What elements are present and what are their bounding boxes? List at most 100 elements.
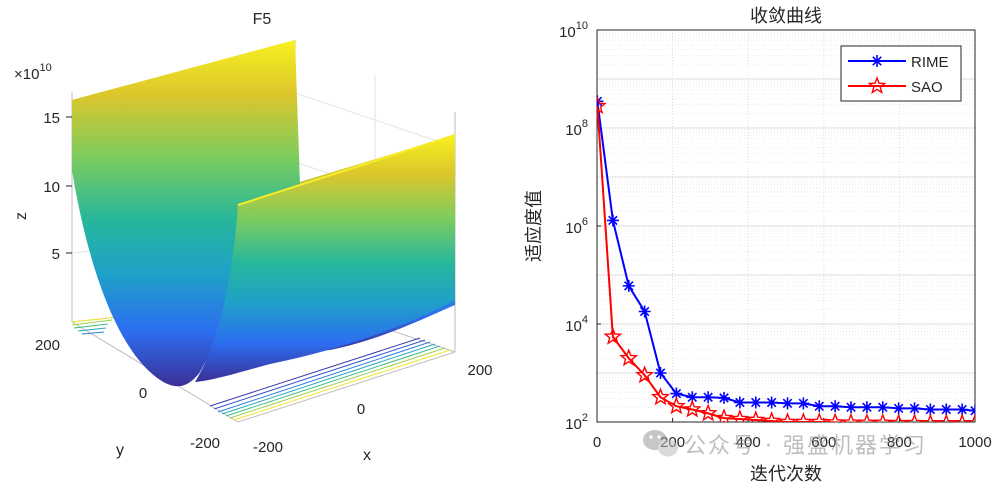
surface-right-wall (195, 135, 455, 382)
surface-front (72, 40, 300, 387)
x-tick-label: 200 (467, 362, 492, 379)
legend-marker-glyph (867, 76, 887, 95)
data-point-sao (714, 408, 734, 422)
y-tick-label: 104 (565, 314, 588, 335)
y-tick-label: 106 (565, 216, 588, 237)
data-point-rime (686, 391, 699, 404)
legend-label-sao: SAO (911, 79, 943, 96)
data-point-rime (924, 403, 937, 416)
data-point-sao (762, 410, 782, 422)
legend: RIME SAO (840, 45, 962, 102)
series-rime (597, 95, 975, 417)
z-tick-label: 5 (52, 246, 60, 263)
legend-box (840, 45, 962, 102)
data-point-sao (905, 413, 925, 422)
convergence-title: 收敛曲线 (750, 6, 822, 27)
watermark-text: 公众号 · 强盛机器学习 (684, 434, 927, 459)
z-tick-label: 15 (43, 110, 60, 127)
data-point-sao (619, 348, 639, 367)
data-point-rime (597, 95, 604, 108)
series-line-sao (597, 106, 893, 422)
data-point-sao (635, 365, 655, 384)
x-axis-label: x (363, 447, 371, 464)
data-point-rime (956, 403, 969, 416)
x-tick-label: 0 (593, 434, 601, 451)
z-axis-label: z (13, 212, 30, 220)
x-tick-label: -200 (253, 439, 283, 456)
data-point-rime (797, 397, 810, 410)
data-point-sao (841, 412, 861, 422)
grid-lines (596, 30, 976, 423)
surface-edge (237, 134, 456, 206)
data-point-sao (952, 413, 972, 422)
y-tick-label: 0 (139, 385, 147, 402)
y-tick-label: 1010 (559, 20, 588, 41)
data-point-sao (809, 412, 829, 422)
series-layer (597, 95, 975, 422)
data-point-rime (638, 305, 651, 318)
y-axis-label: y (116, 442, 124, 459)
y-tick-label: 200 (35, 337, 60, 354)
x-tick-label: 400 (736, 434, 761, 451)
x-tick-label: 600 (811, 434, 836, 451)
data-point-rime (876, 401, 889, 414)
z-axis: 15 10 5 ×1010 z (13, 62, 72, 263)
legend-marker-sao (867, 76, 887, 95)
convergence-plot-panel: 收敛曲线 0 200 400 600 800 1000 102 104 106 … (524, 6, 992, 485)
data-point-sao (666, 396, 686, 415)
y-axis-label: 适应度值 (524, 190, 545, 262)
legend-marker-glyph (871, 55, 883, 67)
data-point-sao (965, 413, 975, 422)
data-point-rime (940, 403, 953, 416)
data-point-sao (889, 413, 909, 422)
data-point-rime (765, 396, 778, 409)
z-tick-label: 10 (43, 179, 60, 196)
data-point-rime (606, 214, 619, 227)
legend-marker-rime (871, 55, 883, 67)
contour-lines (71, 316, 451, 421)
data-point-sao (920, 413, 940, 422)
data-point-sao (873, 412, 893, 422)
data-point-sao (597, 96, 607, 115)
data-point-rime (781, 397, 794, 410)
data-point-rime (670, 387, 683, 400)
data-point-rime (829, 400, 842, 413)
data-point-sao (793, 412, 813, 422)
x-axis-label: 迭代次数 (750, 464, 822, 485)
data-point-rime (860, 401, 873, 414)
data-point-rime (654, 367, 667, 379)
data-point-rime (813, 400, 826, 413)
data-point-sao (682, 399, 702, 418)
data-point-sao (746, 410, 766, 422)
y-tick-label: 108 (565, 118, 588, 139)
data-point-sao (936, 413, 956, 422)
x-tick-label: 800 (887, 434, 912, 451)
data-point-rime (892, 402, 905, 415)
legend-label-rime: RIME (911, 54, 949, 71)
data-point-sao (698, 403, 718, 422)
data-point-sao (778, 412, 797, 422)
x-tick-label: 1000 (958, 434, 991, 451)
surface-title: F5 (253, 11, 272, 28)
data-point-rime (845, 401, 858, 414)
data-point-rime (622, 279, 635, 292)
data-point-rime (718, 391, 731, 404)
data-point-rime (733, 396, 746, 409)
y-tick-label: 102 (565, 412, 588, 433)
y-tick-label: -200 (190, 435, 220, 452)
data-point-rime (749, 396, 762, 409)
data-point-rime (702, 391, 715, 404)
surface-plot-panel: F5 (13, 11, 493, 464)
series-sao (597, 96, 975, 422)
watermark: 公众号 · 强盛机器学习 (643, 430, 927, 459)
data-point-sao (857, 412, 877, 422)
y-axis: 200 0 -200 y (35, 337, 220, 459)
wechat-icon (643, 430, 678, 457)
legend-entry-sao: SAO (848, 76, 943, 96)
data-point-rime (908, 402, 921, 415)
data-point-sao (603, 326, 623, 345)
y-tick-labels: 102 104 106 108 1010 (559, 20, 588, 433)
z-multiplier: ×1010 (14, 62, 52, 83)
x-axis: -200 0 200 x (253, 362, 493, 464)
